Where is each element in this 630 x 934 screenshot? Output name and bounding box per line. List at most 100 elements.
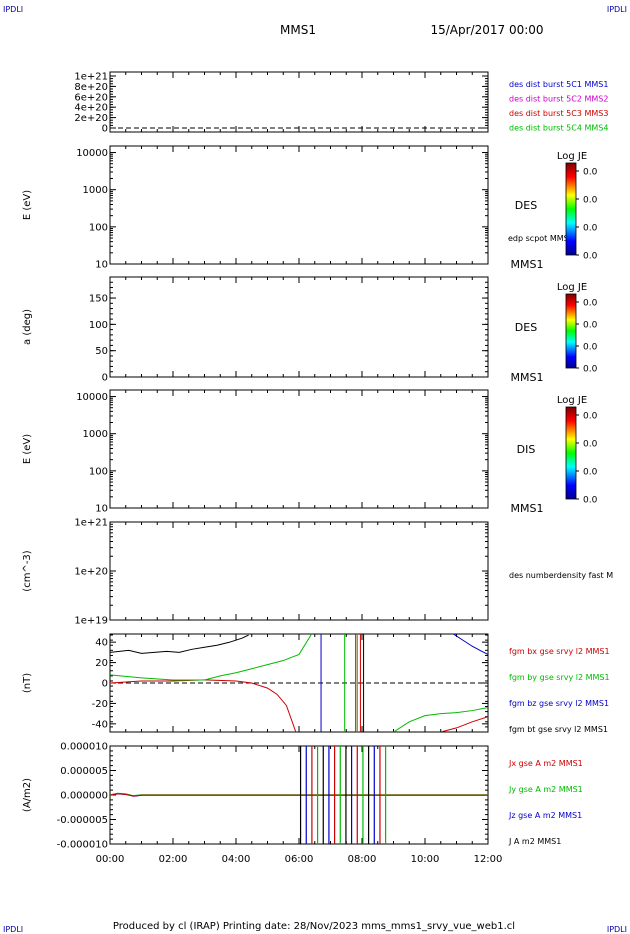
footer-text: Produced by cl (IRAP) Printing date: 28/… [113, 921, 515, 932]
y-tick-label: 1e+19 [74, 616, 108, 627]
colorbar-title: Log JE [557, 151, 587, 162]
colorbar-tick-label: 0.0 [583, 343, 598, 353]
y-tick-label: 1e+21 [74, 72, 108, 83]
spacecraft-label: MMS1 [511, 258, 544, 271]
plot-area [110, 634, 488, 732]
panel-2: 10000 1000 100 10 E (eV) DES edp scpot MMS1 MMS… [22, 145, 598, 271]
panel-4: 10000 1000 100 10 E (eV) DIS MMS1 Log JE 0.0 0.0 0… [22, 389, 598, 515]
time-tick-label: 02:00 [159, 854, 188, 865]
y-axis-label: E (eV) [22, 434, 33, 464]
colorbar [565, 406, 577, 500]
colorbar-tick-label: 0.0 [583, 321, 598, 331]
y-tick-label: -40 [92, 719, 108, 730]
y-tick-label: 1000 [83, 429, 108, 440]
y-tick-label: 0 [102, 124, 108, 135]
series-line [453, 634, 488, 655]
legend-entry: fgm by gse srvy l2 MMS1 [509, 673, 610, 682]
time-tick-label: 06:00 [285, 854, 314, 865]
colorbar-tick-label: 0.0 [583, 299, 598, 309]
legend-entry: des dist burst 5C2 MMS2 [509, 95, 608, 104]
colorbar-tick-label: 0.0 [583, 496, 598, 506]
y-tick-label: 50 [95, 346, 108, 357]
colorbar-tick-label: 0.0 [583, 365, 598, 375]
y-tick-label: 0.000005 [60, 766, 108, 777]
colorbar-tick-label: 0.0 [583, 440, 598, 450]
legend-entry: des dist burst 5C1 MMS1 [509, 80, 608, 89]
species-label: DES [515, 199, 537, 212]
y-tick-label: 100 [89, 222, 108, 233]
y-axis-label: a (deg) [22, 309, 33, 345]
legend-entry: J A m2 MMS1 [508, 837, 561, 846]
corner-label-br: IPDLI [607, 925, 627, 934]
panel-6: 40 20 0 -20 -40 (nT) fgm bx gse srvy l2 MMS1 fg… [22, 633, 610, 734]
y-tick-label: 1000 [83, 185, 108, 196]
legend-entry: fgm bz gse srvy l2 MMS1 [509, 699, 609, 708]
y-tick-label: 150 [89, 294, 108, 305]
y-tick-label: -0.000005 [57, 815, 108, 826]
spacecraft-label: MMS1 [511, 371, 544, 384]
y-tick-label: 10 [95, 504, 108, 515]
time-tick-label: 00:00 [96, 854, 125, 865]
y-tick-label: 4e+20 [74, 103, 108, 114]
y-tick-label: 10000 [76, 392, 108, 403]
corner-label-tl: IPDLI [3, 5, 23, 14]
series-line [110, 634, 313, 681]
y-tick-label: 1e+21 [74, 518, 108, 529]
y-axis-label: (A/m2) [22, 778, 33, 812]
colorbar-title: Log JE [557, 395, 587, 406]
panel-7: 0.000010 0.000005 0.000000 -0.000005 -0.0000… [22, 742, 583, 851]
y-tick-label: 1e+20 [74, 567, 108, 578]
colorbar [565, 162, 577, 256]
panel-frame [109, 145, 489, 265]
corner-label-tr: IPDLI [607, 5, 627, 14]
time-tick-label: 12:00 [474, 854, 503, 865]
y-axis-label: (cm^-3) [22, 550, 33, 591]
panel-frame [109, 276, 489, 378]
y-tick-label: 10000 [76, 148, 108, 159]
plot-area [110, 746, 488, 844]
panel-frame [109, 389, 489, 509]
colorbar-tick-label: 0.0 [583, 412, 598, 422]
colorbar-tick-label: 0.0 [583, 196, 598, 206]
legend-entry: fgm bt gse srvy l2 MMS1 [509, 725, 608, 734]
legend-entry: Jx gse A m2 MMS1 [508, 759, 583, 768]
panel-3: 150 100 50 0 a (deg) DES MMS1 Log JE 0.0 0.0 0.0 0.… [22, 276, 598, 384]
series-line [393, 707, 488, 732]
y-tick-label: -0.000010 [57, 840, 108, 851]
y-tick-label: 100 [89, 320, 108, 331]
colorbar-tick-label: 0.0 [583, 224, 598, 234]
species-label: DES [515, 321, 537, 334]
spacecraft-label: MMS1 [511, 502, 544, 515]
series-line [110, 634, 249, 654]
y-axis-label: (nT) [22, 673, 33, 693]
page-title: MMS1 [280, 23, 316, 37]
y-tick-label: 20 [95, 658, 108, 669]
y-tick-label: 0.000010 [60, 742, 108, 753]
y-tick-label: -20 [92, 699, 108, 710]
time-tick-label: 10:00 [411, 854, 440, 865]
y-tick-label: 2e+20 [74, 113, 108, 124]
series-line [110, 793, 488, 797]
colorbar [565, 293, 577, 369]
page-date: 15/Apr/2017 00:00 [430, 23, 543, 37]
y-axis-label: E (eV) [22, 190, 33, 220]
legend-entry: Jy gse A m2 MMS1 [508, 785, 583, 794]
y-tick-label: 10 [95, 260, 108, 271]
panel-frame [109, 521, 489, 621]
y-tick-label: 0 [102, 373, 108, 384]
colorbar-title: Log JE [557, 282, 587, 293]
y-tick-label: 6e+20 [74, 92, 108, 103]
colorbar-tick-label: 0.0 [583, 252, 598, 262]
colorbar-tick-label: 0.0 [583, 168, 598, 178]
series-line [110, 679, 297, 732]
legend-entry: des dist burst 5C4 MMS4 [509, 124, 608, 133]
time-tick-label: 08:00 [348, 854, 377, 865]
y-tick-label: 40 [95, 638, 108, 649]
y-tick-label: 100 [89, 466, 108, 477]
colorbar-tick-label: 0.0 [583, 468, 598, 478]
y-tick-label: 0 [102, 679, 108, 690]
y-tick-label: 8e+20 [74, 82, 108, 93]
series-line [440, 716, 488, 732]
